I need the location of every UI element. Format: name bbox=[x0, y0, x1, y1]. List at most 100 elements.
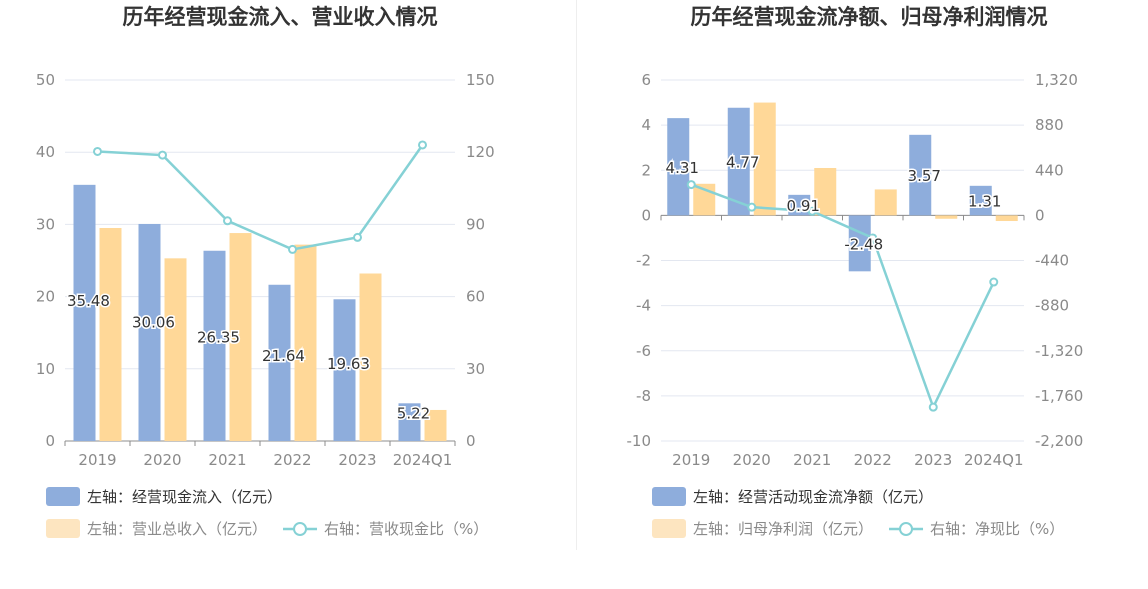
bar-data-label: 5.22 bbox=[397, 404, 430, 422]
left-axis-tick-label: -10 bbox=[627, 432, 652, 450]
chart-divider bbox=[576, 0, 577, 550]
right-axis-tick-label: -880 bbox=[1035, 297, 1069, 315]
ratio-line-point bbox=[288, 244, 297, 254]
bar-primary-series bbox=[203, 250, 226, 441]
ratio-line-point bbox=[418, 140, 427, 150]
legend-label-line: 右轴：营收现金比（%） bbox=[324, 520, 488, 538]
ratio-line bbox=[690, 183, 995, 411]
left-axis-tick-label: 0 bbox=[45, 432, 55, 450]
bar-data-label: 21.64 bbox=[262, 347, 305, 365]
bar-data-label: 26.35 bbox=[197, 328, 240, 346]
bar-primary-series bbox=[909, 134, 932, 216]
bar-secondary-series bbox=[935, 215, 958, 219]
left-axis-tick-label: 10 bbox=[36, 360, 55, 378]
chart-operating-cash-inflow-revenue: 历年经营现金流入、营业收入情况 0 10 20 30 40 50 0 30 60 90 120 150 2… bbox=[36, 5, 495, 538]
left-axis-tick-label: 40 bbox=[36, 143, 55, 161]
bar-primary-series bbox=[138, 223, 161, 441]
legend-label-secondary: 左轴：营业总收入（亿元） bbox=[87, 520, 267, 538]
right-axis-tick-label: 0 bbox=[1035, 206, 1045, 224]
bar-secondary-series bbox=[814, 167, 837, 216]
right-axis-tick-label: 0 bbox=[466, 432, 476, 450]
legend-swatch-secondary bbox=[652, 519, 686, 538]
ratio-line-point bbox=[989, 277, 999, 287]
left-axis-tick-label: 2 bbox=[641, 161, 651, 179]
legend-label-line: 右轴：净现比（%） bbox=[930, 520, 1064, 538]
right-axis-tick-label: 150 bbox=[466, 71, 495, 89]
bar-primary-series bbox=[73, 184, 96, 441]
left-axis-tick-label: 6 bbox=[641, 71, 651, 89]
ratio-line-point bbox=[158, 150, 167, 160]
legend-label-secondary: 左轴：归母净利润（亿元） bbox=[693, 520, 873, 538]
x-axis-category-label: 2020 bbox=[143, 451, 181, 469]
bar-secondary-series bbox=[359, 273, 382, 441]
legend-swatch-primary bbox=[46, 487, 80, 506]
bar-data-label: 30.06 bbox=[132, 314, 175, 332]
x-axis-category-label: 2024Q1 bbox=[393, 451, 453, 469]
x-axis-category-label: 2021 bbox=[208, 451, 246, 469]
ratio-line-point bbox=[807, 206, 817, 216]
right-axis-tick-label: 440 bbox=[1035, 161, 1064, 179]
bar-secondary-series bbox=[424, 409, 447, 441]
bar-primary-series bbox=[333, 299, 356, 441]
right-axis-tick-label: -440 bbox=[1035, 252, 1069, 270]
chart-title: 历年经营现金流净额、归母净利润情况 bbox=[691, 5, 1048, 29]
bar-secondary-series bbox=[294, 244, 317, 441]
bar-data-label: 3.57 bbox=[908, 167, 941, 185]
bar-secondary-series bbox=[229, 233, 252, 441]
right-axis-tick-label: -1,320 bbox=[1035, 342, 1083, 360]
legend-label-primary: 左轴：经营活动现金流净额（亿元） bbox=[693, 488, 933, 506]
right-axis-tick-label: 30 bbox=[466, 360, 485, 378]
bar-data-label: 0.91 bbox=[787, 197, 820, 215]
ratio-line bbox=[97, 144, 424, 251]
x-axis-category-label: 2023 bbox=[914, 451, 952, 469]
left-axis-tick-label: 4 bbox=[641, 116, 651, 134]
bar-primary-series bbox=[727, 107, 750, 216]
left-axis-tick-label: -4 bbox=[636, 297, 651, 315]
right-axis-tick-label: -1,760 bbox=[1035, 387, 1083, 405]
bar-secondary-series bbox=[995, 215, 1018, 222]
bar-primary-series bbox=[398, 403, 421, 441]
left-axis-tick-label: 30 bbox=[36, 215, 55, 233]
x-axis-category-label: 2024Q1 bbox=[964, 451, 1024, 469]
chart-title: 历年经营现金流入、营业收入情况 bbox=[123, 5, 438, 29]
right-axis-tick-label: 90 bbox=[466, 215, 485, 233]
x-axis-category-label: 2021 bbox=[793, 451, 831, 469]
left-axis-tick-label: -6 bbox=[636, 342, 651, 360]
right-axis-tick-label: 120 bbox=[466, 143, 495, 161]
left-axis-tick-label: 50 bbox=[36, 71, 55, 89]
x-axis-category-label: 2019 bbox=[672, 451, 710, 469]
bar-secondary-series bbox=[874, 189, 897, 216]
bar-secondary-series bbox=[164, 258, 187, 441]
bar-data-label: 4.77 bbox=[726, 154, 759, 172]
left-axis-tick-label: 20 bbox=[36, 288, 55, 306]
legend-swatch-primary bbox=[652, 487, 686, 506]
ratio-line-point bbox=[868, 233, 878, 243]
x-axis-category-label: 2022 bbox=[854, 451, 892, 469]
ratio-line-point bbox=[686, 180, 696, 190]
x-axis-category-label: 2019 bbox=[78, 451, 116, 469]
bar-primary-series bbox=[667, 118, 690, 216]
right-axis-tick-label: 60 bbox=[466, 288, 485, 306]
bar-data-label: 19.63 bbox=[327, 355, 370, 373]
ratio-line-point bbox=[353, 232, 362, 242]
ratio-line-point bbox=[93, 146, 102, 156]
bar-data-label: -2.48 bbox=[844, 235, 883, 253]
right-axis-tick-label: -2,200 bbox=[1035, 432, 1083, 450]
x-axis-category-label: 2022 bbox=[273, 451, 311, 469]
ratio-line-point bbox=[928, 402, 938, 412]
bar-secondary-series bbox=[99, 228, 122, 441]
bar-primary-series bbox=[969, 185, 992, 216]
legend-label-primary: 左轴：经营现金流入（亿元） bbox=[87, 488, 282, 506]
x-axis-category-label: 2023 bbox=[338, 451, 376, 469]
ratio-line-point bbox=[747, 202, 757, 212]
legend-swatch-line-marker bbox=[899, 522, 914, 536]
left-axis-tick-label: -8 bbox=[636, 387, 651, 405]
x-axis-category-label: 2020 bbox=[733, 451, 771, 469]
bar-data-label: 1.31 bbox=[968, 193, 1001, 211]
ratio-line-point bbox=[223, 216, 232, 226]
chart-net-cash-flow-net-profit: 历年经营现金流净额、归母净利润情况 -10 -8 -6 -4 -2 0 2 4 6 -2,200 -1… bbox=[627, 5, 1083, 538]
right-axis-tick-label: 880 bbox=[1035, 116, 1064, 134]
bar-data-label: 4.31 bbox=[666, 159, 699, 177]
bar-secondary-series bbox=[753, 102, 776, 216]
